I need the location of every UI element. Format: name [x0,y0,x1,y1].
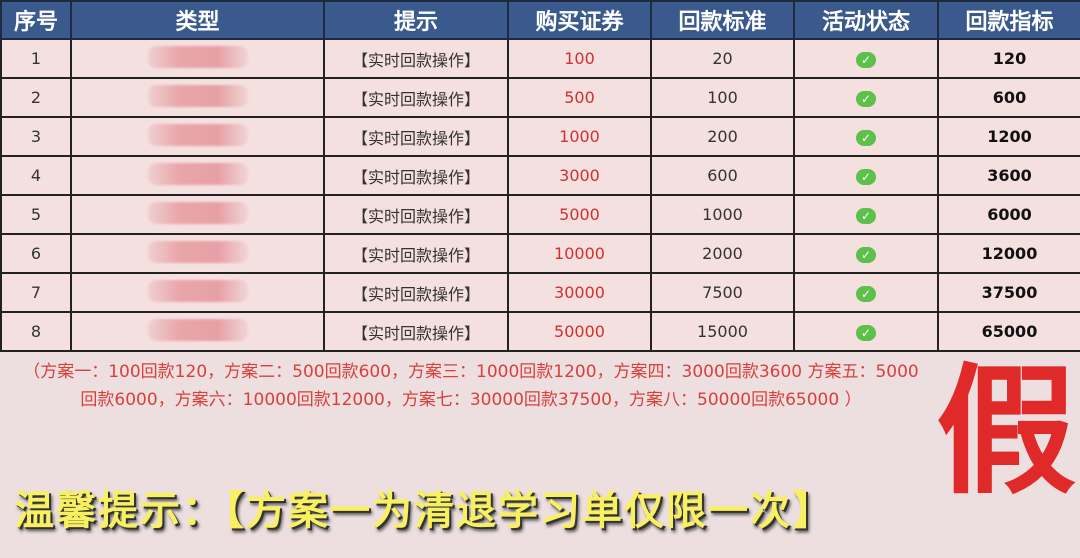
buy-amount: 100 [507,38,652,79]
return-target: 600 [937,77,1080,118]
return-target: 3600 [937,155,1080,196]
hint-cell: 【实时回款操作】 [323,77,509,118]
return-target: 120 [937,38,1080,79]
return-standard: 15000 [650,311,795,352]
column-header: 提示 [323,0,509,40]
table-row: 5 【实时回款操作】 5000 1000 ✓ 6000 [0,194,1080,235]
table-row: 6 【实时回款操作】 10000 2000 ✓ 12000 [0,233,1080,274]
type-redacted [70,311,325,352]
buy-amount: 1000 [507,116,652,157]
check-icon: ✓ [856,169,876,185]
hint-cell: 【实时回款操作】 [323,311,509,352]
row-number: 7 [0,272,72,313]
return-standard: 200 [650,116,795,157]
hint-cell: 【实时回款操作】 [323,194,509,235]
type-redacted [70,77,325,118]
buy-amount: 10000 [507,233,652,274]
return-target: 65000 [937,311,1080,352]
type-redacted [70,155,325,196]
buy-amount: 500 [507,77,652,118]
table-row: 8 【实时回款操作】 50000 15000 ✓ 65000 [0,311,1080,352]
hint-cell: 【实时回款操作】 [323,155,509,196]
status-cell: ✓ [793,272,939,313]
return-target: 37500 [937,272,1080,313]
fake-stamp: 假 [936,350,1077,514]
table-row: 7 【实时回款操作】 30000 7500 ✓ 37500 [0,272,1080,313]
return-standard: 2000 [650,233,795,274]
header-row: 序号 类型 提示 购买证券 回款标准 活动状态 回款指标 [0,0,1080,40]
check-icon: ✓ [856,247,876,263]
type-redacted [70,116,325,157]
row-number: 2 [0,77,72,118]
return-standard: 20 [650,38,795,79]
return-standard: 600 [650,155,795,196]
redaction-blur [147,279,248,302]
redaction-blur [147,84,248,107]
row-number: 6 [0,233,72,274]
row-number: 4 [0,155,72,196]
check-icon: ✓ [856,208,876,224]
hint-cell: 【实时回款操作】 [323,233,509,274]
status-cell: ✓ [793,311,939,352]
status-cell: ✓ [793,38,939,79]
check-icon: ✓ [856,91,876,107]
status-cell: ✓ [793,77,939,118]
hint-cell: 【实时回款操作】 [323,272,509,313]
column-header: 活动状态 [793,0,939,40]
warm-tip: 温馨提示：【方案一为清退学习单仅限一次】 [14,488,834,534]
scheme-table: 序号 类型 提示 购买证券 回款标准 活动状态 回款指标 1 【实时回款操作】 100 20… [0,0,1080,352]
redaction-blur [147,318,248,341]
table-row: 3 【实时回款操作】 1000 200 ✓ 1200 [0,116,1080,157]
scheme-note: （方案一：100回款120，方案二：500回款600，方案三：1000回款120… [23,362,919,410]
column-header: 回款标准 [650,0,795,40]
return-standard: 1000 [650,194,795,235]
hint-cell: 【实时回款操作】 [323,116,509,157]
check-icon: ✓ [856,325,876,341]
status-cell: ✓ [793,116,939,157]
redaction-blur [147,45,248,68]
table-row: 2 【实时回款操作】 500 100 ✓ 600 [0,77,1080,118]
check-icon: ✓ [856,52,876,68]
column-header: 类型 [70,0,325,40]
table-row: 4 【实时回款操作】 3000 600 ✓ 3600 [0,155,1080,196]
table-row: 1 【实时回款操作】 100 20 ✓ 120 [0,38,1080,79]
type-redacted [70,194,325,235]
check-icon: ✓ [856,286,876,302]
column-header: 序号 [0,0,72,40]
row-number: 8 [0,311,72,352]
type-redacted [70,233,325,274]
buy-amount: 5000 [507,194,652,235]
status-cell: ✓ [793,233,939,274]
hint-cell: 【实时回款操作】 [323,38,509,79]
type-redacted [70,272,325,313]
return-standard: 7500 [650,272,795,313]
type-redacted [70,38,325,79]
redaction-blur [147,162,248,185]
row-number: 3 [0,116,72,157]
buy-amount: 50000 [507,311,652,352]
column-header: 回款指标 [937,0,1080,40]
row-number: 5 [0,194,72,235]
buy-amount: 3000 [507,155,652,196]
redaction-blur [147,240,248,263]
return-standard: 100 [650,77,795,118]
return-target: 1200 [937,116,1080,157]
column-header: 购买证券 [507,0,652,40]
buy-amount: 30000 [507,272,652,313]
return-target: 6000 [937,194,1080,235]
status-cell: ✓ [793,155,939,196]
status-cell: ✓ [793,194,939,235]
check-icon: ✓ [856,130,876,146]
return-target: 12000 [937,233,1080,274]
row-number: 1 [0,38,72,79]
redaction-blur [147,123,248,146]
redaction-blur [147,201,248,224]
